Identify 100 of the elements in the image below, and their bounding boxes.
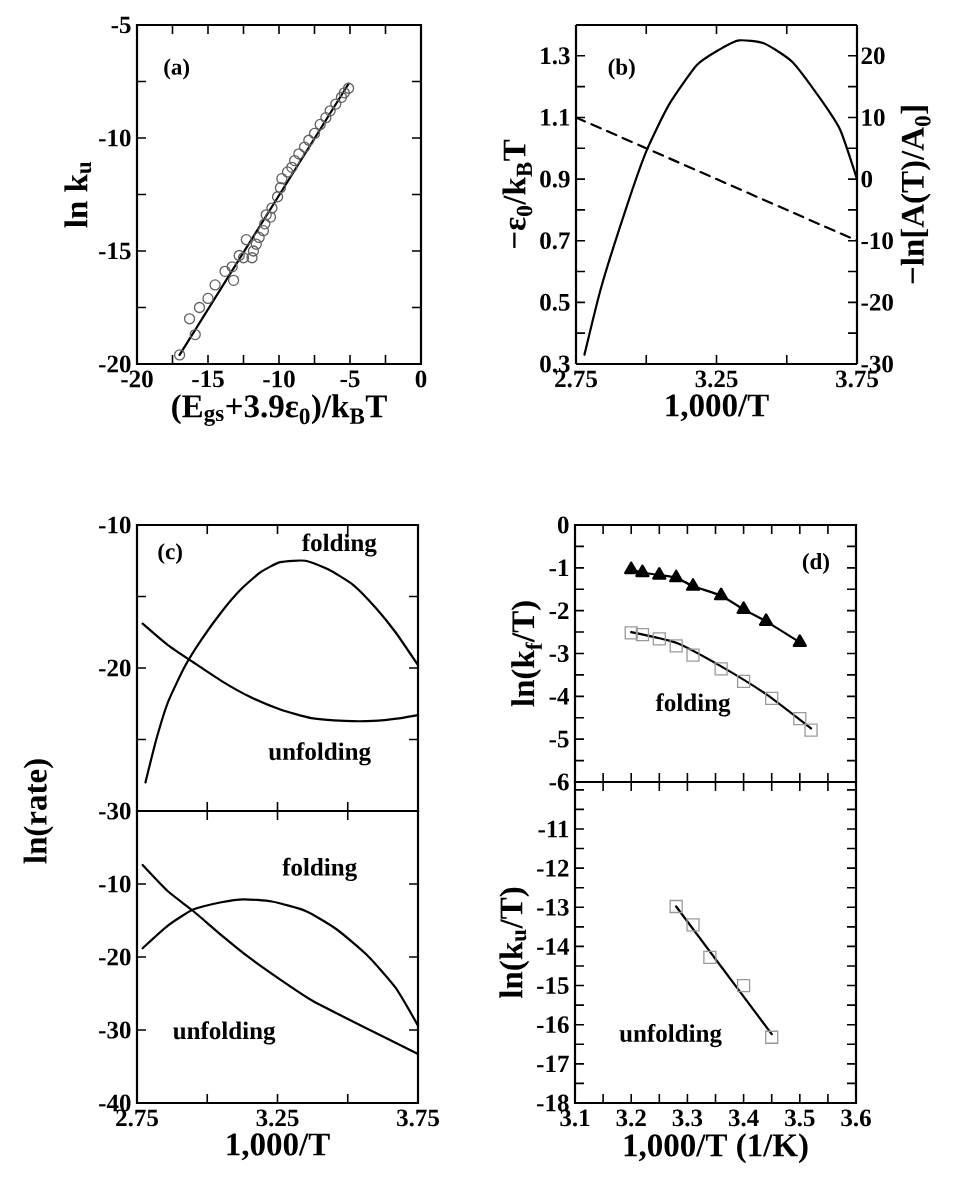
y-tick-label: -1 [549,559,569,577]
point [219,265,231,277]
x-axis-title: (E$_{gs}$+3.9ε$_{0}$)/k$_{B}$T [172,394,387,426]
y-tick-label: -12 [537,859,569,877]
y-tick-label: 0.9 [540,170,570,188]
y-axis-title: ln(k$_{f}$/T) [511,601,542,707]
y-tick-label: -6 [549,773,569,791]
x-axis-title: 1,000/T [227,1133,330,1161]
point [264,211,277,223]
point [260,209,272,221]
y-axis-title: ln k$_{u}$ [64,161,92,228]
point [736,674,751,688]
point [250,238,262,250]
annotation: folding [302,533,377,557]
text: (a) [164,58,190,80]
point [713,587,729,601]
point [293,148,305,160]
x-tick-label: 3.6 [841,1109,871,1127]
point [240,234,252,246]
point [804,723,818,737]
point [324,105,336,117]
point [226,261,238,273]
point [266,202,278,214]
point [765,691,779,706]
x-tick-label: 3.25 [695,370,738,388]
text: (b) [608,58,635,80]
point [288,154,301,167]
point [271,191,284,203]
point [320,112,332,124]
point [758,613,774,626]
point [703,950,717,965]
point [247,245,260,257]
point [652,632,666,646]
y2-tick-label: -10 [861,232,893,250]
x-tick-label: -15 [192,370,224,388]
x-tick-label: -5 [340,370,360,388]
y-tick-label: -15 [99,242,131,260]
y-tick-label: -10 [99,129,131,147]
y-tick-label: -30 [99,1021,131,1039]
y-tick-label: -17 [537,1055,569,1073]
point [792,634,807,647]
y-tick-label: -13 [537,898,569,916]
point [237,252,250,264]
point [233,249,245,262]
point [259,218,271,230]
point [330,98,342,110]
text: (c) [158,543,182,565]
x-tick-label: 3.5 [785,1109,815,1127]
annotation: unfolding [619,1024,722,1048]
y-tick-label: -5 [549,730,569,748]
y-tick-label: -20 [99,948,131,966]
text: (d) [802,553,829,574]
point [308,127,321,140]
point [257,225,270,237]
x-tick-label: 0 [415,370,427,388]
point [624,561,639,575]
point [314,118,326,131]
x-tick-label: 3.4 [728,1109,759,1127]
point [189,328,201,341]
x-tick-label: 3.75 [397,1109,439,1127]
y-tick-label: -15 [537,977,569,994]
point [276,173,288,185]
y-tick-label: 0.7 [540,232,570,250]
point [765,1030,779,1044]
y-tick-label: -4 [549,688,569,705]
x-axis-title: 1,000/T [666,394,769,422]
x-tick-label: 3.3 [672,1109,703,1127]
y-tick-label: -5 [111,16,131,34]
point [624,626,638,640]
point [202,292,214,305]
point [298,141,311,153]
point [685,578,701,591]
point [338,87,350,99]
point [669,569,684,583]
y-tick-label: -11 [538,820,569,838]
point [193,301,206,314]
y2-tick-label: -20 [861,293,893,311]
point [209,279,221,291]
point [714,662,728,676]
point [669,899,683,914]
y-tick-label: -3 [549,645,569,662]
y-tick-label: -10 [99,516,131,534]
y-tick-label: -10 [99,875,131,893]
point [736,978,751,993]
point [342,82,355,94]
y-tick-label: -2 [549,602,569,619]
annotation: unfolding [173,1021,276,1045]
x-tick-label: 3.2 [616,1109,646,1127]
point [303,134,315,146]
y-axis-title: ln(k$_{u}$/T) [499,887,530,999]
point [281,166,294,178]
point [652,567,667,580]
y2-tick-label: 20 [861,47,885,65]
annotation: unfolding [268,742,371,766]
point [274,182,287,194]
y-tick-label: -16 [537,1016,569,1034]
x-axis-title: 1,000/T (1/K) [624,1133,808,1164]
point [669,639,683,653]
y2-tick-label: 0 [861,170,873,188]
y2-tick-label: 10 [862,109,885,126]
